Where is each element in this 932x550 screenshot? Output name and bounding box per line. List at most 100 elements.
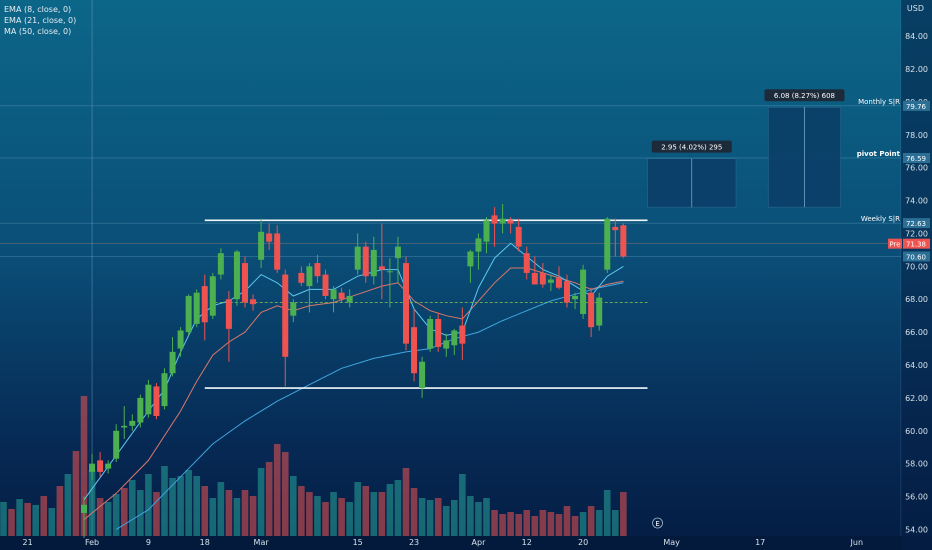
y-tick-label: 82.00	[905, 65, 928, 74]
candle-body[interactable]	[177, 330, 184, 349]
y-tick-label: 62.00	[905, 394, 928, 403]
candle-body[interactable]	[564, 281, 570, 303]
candle-body[interactable]	[105, 463, 112, 469]
y-tick-label: 78.00	[905, 131, 928, 140]
candle-body[interactable]	[394, 246, 401, 259]
candle-body[interactable]	[266, 233, 273, 242]
volume-bar	[346, 502, 353, 536]
y-tick-label: 66.00	[905, 328, 928, 337]
candle-body[interactable]	[547, 279, 554, 283]
candle-body[interactable]	[378, 266, 385, 270]
candle-body[interactable]	[539, 272, 546, 285]
candle-body[interactable]	[523, 253, 530, 273]
candle-body[interactable]	[531, 272, 538, 285]
candle-body[interactable]	[258, 231, 265, 260]
candle-body[interactable]	[346, 295, 353, 303]
candle-body[interactable]	[596, 297, 603, 326]
volume-bar	[112, 494, 120, 536]
candle-body[interactable]	[604, 218, 611, 270]
candle-body[interactable]	[233, 251, 240, 300]
candle-body[interactable]	[459, 325, 466, 344]
candle-body[interactable]	[250, 299, 257, 305]
candle-body[interactable]	[225, 299, 232, 329]
candle-body[interactable]	[322, 274, 329, 296]
candle-body[interactable]	[515, 226, 522, 247]
candle-body[interactable]	[185, 295, 192, 333]
projection-label: 6.08 (8.27%) 608	[774, 92, 835, 100]
candle-body[interactable]	[580, 269, 587, 315]
candle-body[interactable]	[451, 330, 458, 346]
candle-body[interactable]	[411, 327, 418, 374]
volume-bar	[475, 502, 482, 536]
candle-body[interactable]	[89, 463, 96, 472]
candle-body[interactable]	[370, 249, 377, 277]
candle-body[interactable]	[193, 292, 200, 324]
candle-body[interactable]	[129, 420, 136, 426]
volume-bar	[177, 476, 184, 536]
level-name-label: Weekly S|R	[861, 215, 900, 223]
level-value-tag	[903, 251, 930, 262]
legend-ma50[interactable]: MA (50, close, 0)	[4, 27, 72, 36]
candle-body[interactable]	[290, 302, 297, 316]
candle-body[interactable]	[362, 246, 369, 277]
candle-body[interactable]	[620, 225, 627, 257]
volume-bar	[330, 492, 337, 536]
candle-body[interactable]	[555, 277, 562, 288]
candle-body[interactable]	[97, 460, 104, 472]
volume-bar	[322, 502, 329, 536]
candle-body[interactable]	[330, 289, 337, 300]
candle-body[interactable]	[298, 272, 305, 283]
candle-body[interactable]	[113, 430, 120, 459]
candle-body[interactable]	[475, 238, 482, 252]
x-tick-label: Feb	[85, 538, 99, 547]
candle-body[interactable]	[435, 318, 442, 347]
candle-body[interactable]	[483, 220, 490, 242]
candle-body[interactable]	[242, 263, 248, 303]
candle-body[interactable]	[443, 340, 450, 349]
candle-body[interactable]	[507, 220, 514, 224]
candle-body[interactable]	[121, 425, 128, 428]
candle-body[interactable]	[274, 233, 281, 270]
candle-body[interactable]	[282, 274, 289, 357]
volume-bar	[394, 480, 402, 536]
candle-body[interactable]	[145, 384, 152, 415]
candle-body[interactable]	[137, 397, 144, 423]
candle-body[interactable]	[588, 292, 595, 328]
candle-body[interactable]	[612, 226, 619, 231]
candle-body[interactable]	[217, 253, 224, 275]
level-value-text: 70.60	[906, 253, 926, 261]
volume-bar	[434, 498, 442, 536]
candle-body[interactable]	[153, 386, 160, 416]
candle-body[interactable]	[354, 246, 361, 270]
candle-body[interactable]	[201, 286, 208, 323]
candle-body[interactable]	[161, 373, 168, 407]
time-axis-band	[0, 536, 932, 550]
candle-body[interactable]	[169, 351, 176, 374]
candle-body[interactable]	[499, 218, 506, 224]
candle-body[interactable]	[419, 361, 426, 389]
candle-body[interactable]	[209, 276, 216, 316]
volume-bar	[72, 451, 80, 536]
y-tick-label: 54.00	[905, 525, 928, 534]
x-tick-label: Jun	[850, 538, 864, 547]
candle-body[interactable]	[467, 251, 474, 267]
candle-body[interactable]	[338, 292, 345, 300]
legend-ema8[interactable]: EMA (8, close, 0)	[4, 5, 72, 14]
candle-body[interactable]	[314, 263, 321, 277]
candle-body[interactable]	[403, 263, 409, 344]
candle-body[interactable]	[572, 295, 579, 300]
candle-body[interactable]	[386, 271, 393, 273]
x-tick-label: 9	[146, 538, 151, 547]
candle-body[interactable]	[491, 215, 498, 224]
volume-bar	[386, 484, 394, 536]
candle-body[interactable]	[427, 318, 434, 349]
volume-bar	[120, 488, 128, 536]
legend-ema21[interactable]: EMA (21, close, 0)	[4, 16, 77, 25]
candle-body[interactable]	[306, 266, 313, 287]
price-tag-prefix-box	[888, 238, 902, 249]
earnings-marker[interactable]	[652, 517, 663, 529]
candle-body[interactable]	[81, 504, 87, 513]
volume-bar	[80, 396, 88, 536]
volume-bar	[338, 498, 345, 536]
